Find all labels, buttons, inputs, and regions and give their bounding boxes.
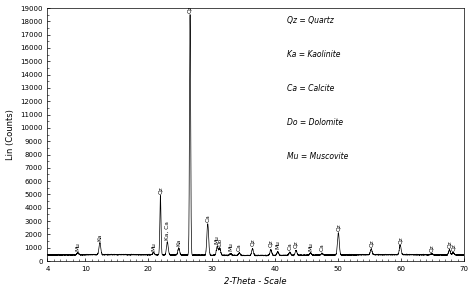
Text: Qz: Qz	[398, 236, 403, 244]
Text: Qz = Quartz: Qz = Quartz	[287, 16, 334, 25]
Text: Qz: Qz	[293, 240, 299, 248]
Text: Ka: Ka	[97, 234, 102, 241]
X-axis label: 2-Theta - Scale: 2-Theta - Scale	[225, 277, 287, 286]
Text: Ka: Ka	[176, 239, 181, 246]
Text: Qz: Qz	[369, 239, 374, 247]
Text: Mu: Mu	[75, 242, 80, 251]
Text: Ka = Kaolinite: Ka = Kaolinite	[287, 50, 340, 59]
Text: Ca: Ca	[319, 244, 325, 251]
Text: Mu: Mu	[228, 242, 233, 251]
Text: Qz: Qz	[268, 240, 273, 247]
Text: Qz: Qz	[447, 240, 452, 248]
Text: Qz: Qz	[158, 186, 163, 194]
Text: Ca: Ca	[205, 214, 210, 222]
Text: Do: Do	[217, 238, 222, 246]
Text: Ca = Calcite: Ca = Calcite	[287, 84, 334, 93]
Y-axis label: Lin (Counts): Lin (Counts)	[6, 109, 15, 160]
Text: Mu: Mu	[215, 236, 220, 244]
Text: Ka, Ca: Ka, Ca	[165, 222, 170, 240]
Text: Qz: Qz	[188, 5, 192, 13]
Text: Qz: Qz	[451, 243, 456, 251]
Text: Ca: Ca	[287, 242, 292, 250]
Text: Qz: Qz	[336, 223, 341, 231]
Text: Mu = Muscovite: Mu = Muscovite	[287, 152, 348, 161]
Text: Do = Dolomite: Do = Dolomite	[287, 118, 343, 127]
Text: Mu: Mu	[151, 242, 156, 251]
Text: Ca: Ca	[237, 243, 242, 251]
Text: Mu: Mu	[275, 241, 280, 249]
Text: Mu: Mu	[308, 242, 313, 251]
Text: Qz: Qz	[429, 244, 434, 252]
Text: Qz: Qz	[250, 239, 255, 246]
